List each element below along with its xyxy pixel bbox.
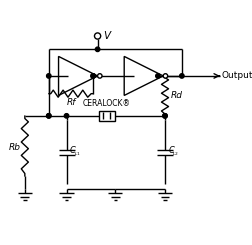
Text: Rd: Rd xyxy=(170,91,182,100)
Circle shape xyxy=(46,114,51,118)
Circle shape xyxy=(46,74,51,78)
Circle shape xyxy=(95,47,99,51)
Circle shape xyxy=(90,74,95,78)
Text: V: V xyxy=(103,31,110,41)
Circle shape xyxy=(179,74,183,78)
Text: CERALOCK®: CERALOCK® xyxy=(83,99,130,108)
Circle shape xyxy=(64,114,69,118)
Circle shape xyxy=(162,114,167,118)
Circle shape xyxy=(94,33,100,39)
Text: Rf: Rf xyxy=(66,98,75,107)
Circle shape xyxy=(97,74,102,78)
Circle shape xyxy=(162,114,167,118)
Circle shape xyxy=(90,74,95,78)
Circle shape xyxy=(155,74,160,78)
Circle shape xyxy=(163,74,167,78)
Text: $C$: $C$ xyxy=(69,144,77,155)
Circle shape xyxy=(46,114,51,118)
Text: Output: Output xyxy=(221,72,252,80)
Text: $_{L1}$: $_{L1}$ xyxy=(73,150,80,158)
Bar xyxy=(99,110,114,121)
Text: $C$: $C$ xyxy=(167,144,175,155)
Text: $_{L2}$: $_{L2}$ xyxy=(171,150,178,158)
Text: Rb: Rb xyxy=(8,143,20,152)
